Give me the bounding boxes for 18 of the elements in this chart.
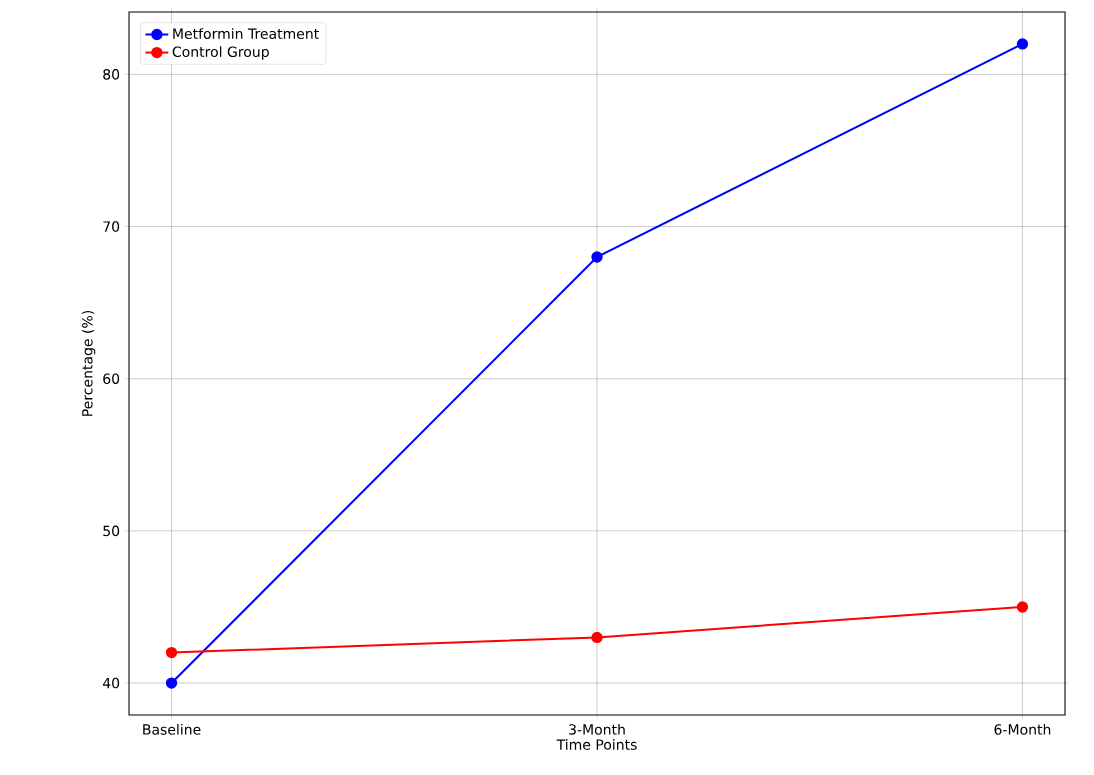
y-tick-label: 60 — [103, 373, 120, 384]
legend-label: Control Group — [172, 46, 269, 60]
x-axis-title: Time Points — [556, 739, 637, 750]
y-axis-title: Percentage (%) — [81, 310, 96, 416]
x-tick-label: Baseline — [143, 723, 201, 735]
legend-label: Metformin Treatment — [173, 28, 319, 39]
y-tick-label: 40 — [102, 677, 120, 689]
point — [591, 631, 603, 644]
point — [1016, 38, 1029, 50]
point — [591, 251, 603, 263]
point — [1016, 601, 1029, 613]
point — [165, 646, 178, 659]
x-tick-label: 6-Month — [994, 723, 1051, 735]
x-tick-label: 3-Month — [569, 723, 625, 735]
y-tick-label: 80 — [103, 69, 120, 80]
y-tick-label: 50 — [103, 525, 120, 537]
y-tick-label: 70 — [103, 221, 120, 232]
point — [165, 677, 178, 689]
